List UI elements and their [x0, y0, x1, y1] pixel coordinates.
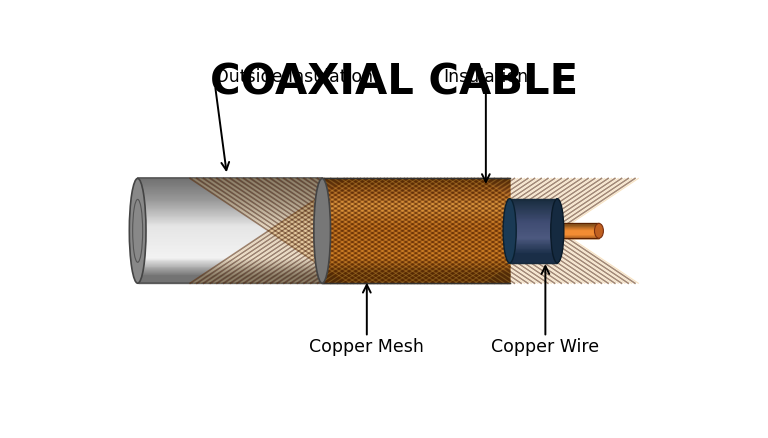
Ellipse shape	[551, 199, 564, 263]
Text: Copper Mesh: Copper Mesh	[310, 338, 424, 356]
Text: COAXIAL CABLE: COAXIAL CABLE	[210, 61, 578, 103]
Text: Copper Wire: Copper Wire	[492, 338, 600, 356]
Ellipse shape	[314, 179, 330, 283]
Ellipse shape	[129, 179, 146, 283]
Text: Insulation: Insulation	[443, 68, 528, 86]
Text: Outside Insulation: Outside Insulation	[215, 68, 373, 86]
Ellipse shape	[503, 199, 516, 263]
Ellipse shape	[594, 224, 604, 239]
